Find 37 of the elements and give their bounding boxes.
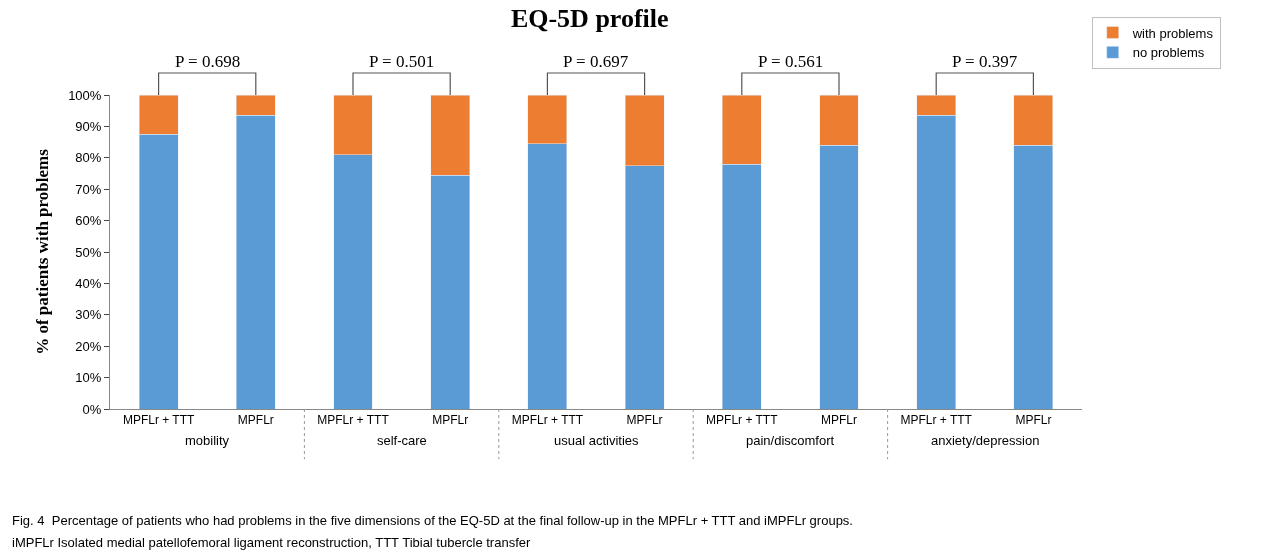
y-tick-label: 10% <box>75 370 102 386</box>
x-tick-label: MPFLr <box>237 413 274 428</box>
y-tick-label: 80% <box>75 150 102 166</box>
x-tick-label: MPFLr <box>432 413 469 428</box>
legend-label: no problems <box>1132 45 1205 61</box>
text: pain/discomfort <box>746 433 835 448</box>
text: P = 0.697 <box>563 52 629 71</box>
y-tick-label: 50% <box>75 244 102 260</box>
x-tick-label: MPFLr + TTT <box>122 413 195 428</box>
x-tick-label: MPFLr + TTT <box>706 413 779 428</box>
x-tick-label: MPFLr <box>1015 413 1052 428</box>
y-tick-label: 100% <box>68 87 102 103</box>
text: self-care <box>377 433 427 448</box>
text: iMPFLr Isolated medial patellofemoral ligament reconstruction, TTT Tibial tubercle transfer <box>12 535 531 550</box>
x-tick-label: MPFLr + TTT <box>511 413 584 428</box>
x-tick-label: MPFLr <box>626 413 663 428</box>
caption: Fig. 4 Percentage of patients who had problems in the five dimensions of the EQ-5D at the final follow-up in the MPFLr + TTT and iMPFLr groups. <box>12 513 853 528</box>
x-tick-label: MPFLr <box>821 413 857 428</box>
y-tick-label: 70% <box>75 181 102 197</box>
text: mobility <box>185 433 230 448</box>
chart-title: EQ-5D profile <box>510 3 669 33</box>
y-axis-title: % of patients with problems <box>32 148 52 355</box>
x-tick-label: MPFLr + TTT <box>900 413 973 428</box>
y-tick-label: 90% <box>75 118 102 134</box>
y-tick-label: 60% <box>75 213 102 229</box>
text: usual activities <box>554 433 640 448</box>
y-tick-label: 40% <box>75 275 102 291</box>
y-tick-label: 30% <box>75 307 102 323</box>
y-tick-label: 20% <box>75 338 102 354</box>
legend-label: with problems <box>1131 25 1214 41</box>
text: P = 0.561 <box>758 52 824 71</box>
x-tick-label: MPFLr + TTT <box>317 413 390 428</box>
y-tick-label: 0% <box>82 401 102 417</box>
text: anxiety/depression <box>931 433 1040 448</box>
text: P = 0.501 <box>369 52 435 71</box>
text: P = 0.397 <box>952 52 1018 71</box>
text: P = 0.698 <box>175 52 241 71</box>
